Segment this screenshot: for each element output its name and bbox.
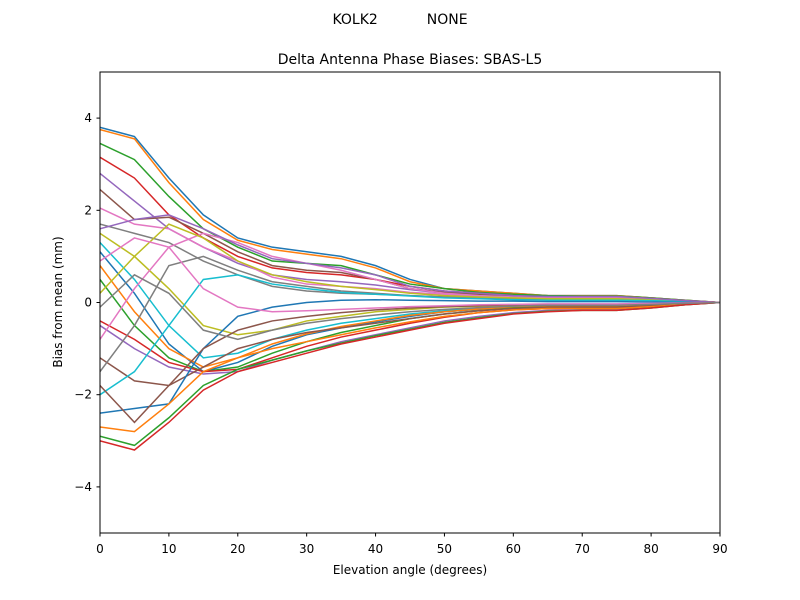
x-axis-label: Elevation angle (degrees): [333, 563, 487, 577]
series-line-24: [100, 301, 720, 451]
y-tick-label: 4: [84, 111, 92, 125]
axis-ticks: 0 10 20 30 40 50 60 70 80 90 −4 −2 0 2 4: [74, 111, 727, 556]
series-line-25: [100, 214, 720, 304]
suptitle: KOLK2 NONE: [332, 12, 467, 28]
x-tick-label: 70: [575, 542, 590, 556]
x-tick-label: 40: [368, 542, 383, 556]
y-tick-label: −2: [74, 388, 92, 402]
y-axis-label: Bias from mean (mm): [51, 236, 65, 367]
x-tick-label: 60: [506, 542, 521, 556]
x-tick-label: 80: [643, 542, 658, 556]
series-line-22: [100, 301, 720, 433]
x-tick-label: 50: [437, 542, 452, 556]
series-line-19: [100, 223, 720, 304]
x-tick-label: 90: [712, 542, 727, 556]
y-tick-label: 0: [84, 296, 92, 310]
y-tick-label: 2: [84, 203, 92, 217]
series-line-16: [100, 301, 720, 387]
plot-frame: [99, 71, 721, 534]
x-tick-label: 0: [96, 542, 104, 556]
chart-title: Delta Antenna Phase Biases: SBAS-L5: [278, 52, 543, 68]
series-line-17: [100, 232, 720, 340]
series-line-28: [100, 273, 720, 341]
x-tick-label: 10: [161, 542, 176, 556]
series-lines: [100, 126, 720, 451]
series-line-27: [100, 237, 720, 313]
series-line-20: [100, 274, 720, 396]
x-tick-label: 20: [230, 542, 245, 556]
x-tick-label: 30: [299, 542, 314, 556]
y-tick-label: −4: [74, 480, 92, 494]
